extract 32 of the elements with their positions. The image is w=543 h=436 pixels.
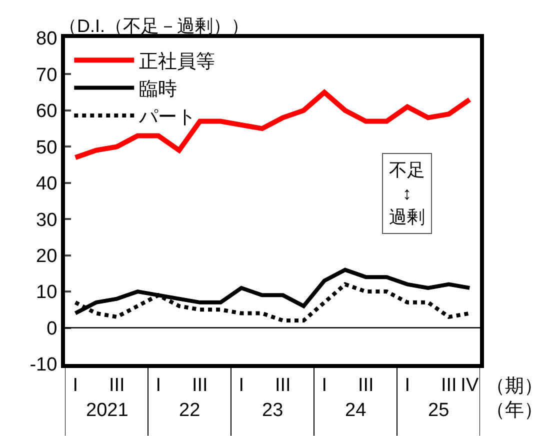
x-tick-label: I xyxy=(404,374,410,396)
x-tick-label: III xyxy=(274,374,291,396)
y-tick-label: 10 xyxy=(36,282,58,304)
y-tick-label: 50 xyxy=(36,137,58,158)
annotation: 不足 ↕ 過剰 xyxy=(389,160,425,227)
x-tick-label: IV xyxy=(460,374,479,396)
x-tick-label: I xyxy=(156,374,162,396)
x-tick-label: III xyxy=(440,374,457,396)
y-tick-label: 70 xyxy=(36,64,58,86)
x-tick-label: III xyxy=(108,374,125,396)
y-tick-label: 30 xyxy=(36,210,58,231)
legend-label: 臨時 xyxy=(139,79,178,100)
x-tick-label: I xyxy=(72,374,78,396)
y-tick-label: 80 xyxy=(36,28,58,50)
x-tick-label: I xyxy=(238,374,244,396)
y-tick-label: 0 xyxy=(46,318,58,340)
text: （期） xyxy=(486,376,543,397)
x-tick-label: III xyxy=(358,374,374,396)
y-tick-label: -10 xyxy=(30,354,58,376)
text: 22 xyxy=(179,400,200,421)
text: 2021 xyxy=(86,400,128,421)
text: 24 xyxy=(345,400,367,421)
text: 25 xyxy=(428,400,450,421)
x-tick-label: III xyxy=(192,374,208,396)
legend-label: パート xyxy=(138,106,196,128)
text: （年） xyxy=(486,400,543,421)
y-tick-label: 40 xyxy=(36,174,58,195)
text: 23 xyxy=(262,400,284,421)
y-tick-label: 60 xyxy=(36,101,58,122)
x-tick-label: I xyxy=(322,374,328,396)
y-tick-label: 20 xyxy=(36,246,58,267)
legend-label: 正社員等 xyxy=(139,52,216,73)
